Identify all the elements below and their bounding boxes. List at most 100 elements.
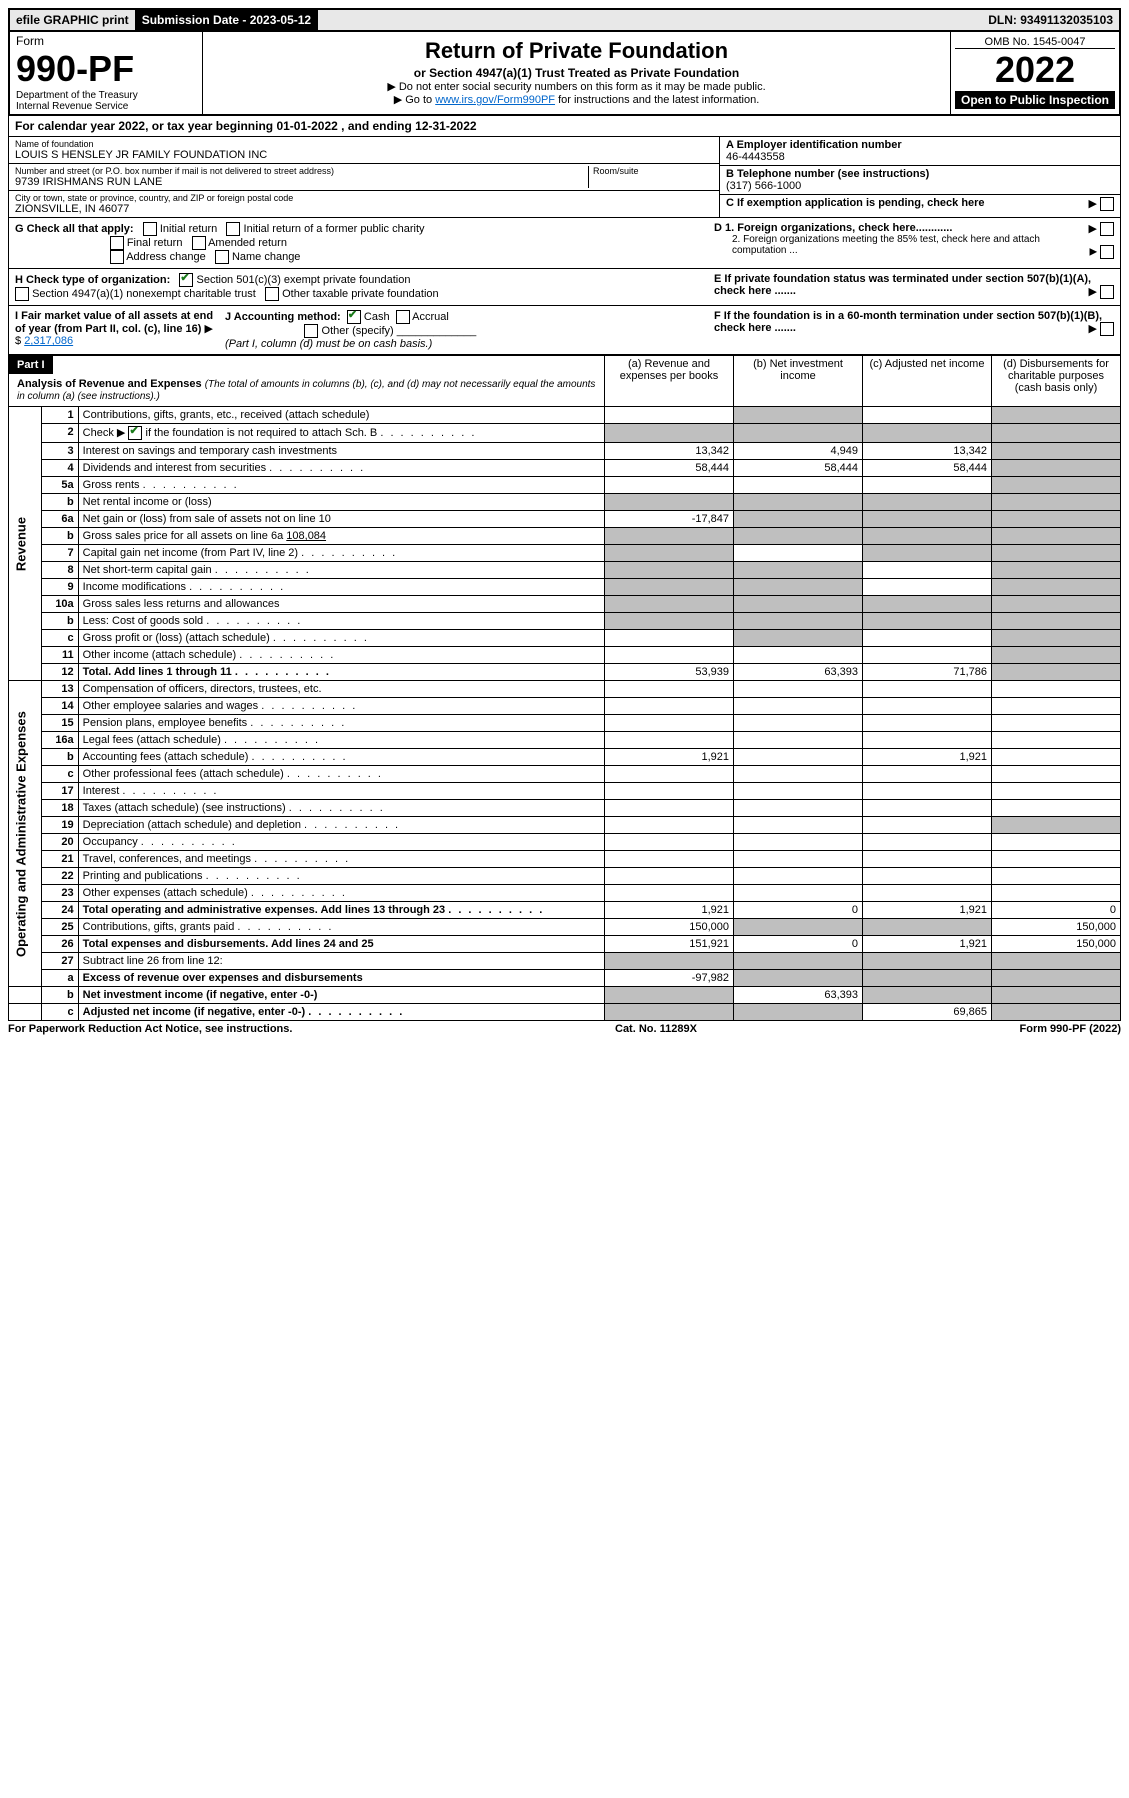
- room-label: Room/suite: [593, 166, 713, 176]
- e-label: E If private foundation status was termi…: [714, 273, 1091, 297]
- other-checkbox[interactable]: [304, 324, 318, 338]
- city-label: City or town, state or province, country…: [15, 193, 713, 203]
- line-8: Net short-term capital gain: [78, 562, 604, 579]
- cat-no: Cat. No. 11289X: [615, 1023, 697, 1035]
- addr-change-checkbox[interactable]: [110, 250, 124, 264]
- pra-notice: For Paperwork Reduction Act Notice, see …: [8, 1023, 292, 1035]
- l27c-c: 69,865: [863, 1004, 992, 1021]
- line-27c: Adjusted net income (if negative, enter …: [78, 1004, 604, 1021]
- line-2: Check ▶ if the foundation is not require…: [78, 424, 604, 443]
- l27a-a: -97,982: [605, 970, 734, 987]
- dln: DLN: 93491132035103: [982, 10, 1119, 30]
- address: 9739 IRISHMANS RUN LANE: [15, 176, 588, 188]
- j-label: J Accounting method:: [225, 311, 341, 323]
- l26-c: 1,921: [863, 936, 992, 953]
- l6a-a: -17,847: [605, 511, 734, 528]
- d1-checkbox[interactable]: [1100, 222, 1114, 236]
- c-label: C If exemption application is pending, c…: [726, 197, 985, 209]
- instr2-pre: ▶ Go to: [394, 94, 435, 106]
- city: ZIONSVILLE, IN 46077: [15, 203, 713, 215]
- irs-link[interactable]: www.irs.gov/Form990PF: [435, 94, 555, 106]
- line-21: Travel, conferences, and meetings: [78, 851, 604, 868]
- line-6b: Gross sales price for all assets on line…: [78, 528, 604, 545]
- l4-b: 58,444: [734, 460, 863, 477]
- accrual-label: Accrual: [412, 311, 449, 323]
- phone-label: B Telephone number (see instructions): [726, 168, 1114, 180]
- addr-label: Number and street (or P.O. box number if…: [15, 166, 588, 176]
- line-16a: Legal fees (attach schedule): [78, 732, 604, 749]
- final-return-checkbox[interactable]: [110, 236, 124, 250]
- form-subtitle: or Section 4947(a)(1) Trust Treated as P…: [207, 66, 946, 80]
- form-number: 990-PF: [16, 48, 196, 90]
- form-word: Form: [16, 34, 196, 48]
- col-d-header: (d) Disbursements for charitable purpose…: [992, 356, 1121, 407]
- name-label: Name of foundation: [15, 139, 713, 149]
- l16b-c: 1,921: [863, 749, 992, 766]
- l27b-b: 63,393: [734, 987, 863, 1004]
- d1-label: D 1. Foreign organizations, check here..…: [714, 222, 952, 234]
- ein-label: A Employer identification number: [726, 139, 1114, 151]
- i-value[interactable]: 2,317,086: [24, 335, 73, 347]
- line-5b: Net rental income or (loss): [78, 494, 604, 511]
- line-17: Interest: [78, 783, 604, 800]
- d2-checkbox[interactable]: [1100, 245, 1114, 259]
- l3-b: 4,949: [734, 443, 863, 460]
- instr-2: ▶ Go to www.irs.gov/Form990PF for instru…: [207, 93, 946, 106]
- line-7: Capital gain net income (from Part IV, l…: [78, 545, 604, 562]
- part1-table: Part I Analysis of Revenue and Expenses …: [8, 355, 1121, 1021]
- l26-d: 150,000: [992, 936, 1121, 953]
- dept-irs: Internal Revenue Service: [16, 101, 196, 112]
- e-checkbox[interactable]: [1100, 285, 1114, 299]
- section-h: H Check type of organization: Section 50…: [8, 269, 1121, 306]
- f-checkbox[interactable]: [1100, 322, 1114, 336]
- amended-return-checkbox[interactable]: [192, 236, 206, 250]
- revenue-section-label: Revenue: [9, 407, 42, 681]
- h2-checkbox[interactable]: [15, 287, 29, 301]
- efile-label[interactable]: efile GRAPHIC print: [10, 10, 136, 30]
- instr2-post: for instructions and the latest informat…: [555, 94, 759, 106]
- l3-a: 13,342: [605, 443, 734, 460]
- part1-header: Part I: [9, 356, 53, 374]
- final-return-label: Final return: [127, 237, 183, 249]
- line-11: Other income (attach schedule): [78, 647, 604, 664]
- l4-a: 58,444: [605, 460, 734, 477]
- h1-checkbox[interactable]: [179, 273, 193, 287]
- line-15: Pension plans, employee benefits: [78, 715, 604, 732]
- header-right: OMB No. 1545-0047 2022 Open to Public In…: [951, 32, 1119, 114]
- col-b-header: (b) Net investment income: [734, 356, 863, 407]
- col-c-header: (c) Adjusted net income: [863, 356, 992, 407]
- line-27: Subtract line 26 from line 12:: [78, 953, 604, 970]
- c-checkbox[interactable]: [1100, 197, 1114, 211]
- initial-former-checkbox[interactable]: [226, 222, 240, 236]
- l6b-val: 108,084: [286, 530, 326, 542]
- calendar-year: For calendar year 2022, or tax year begi…: [8, 116, 1121, 137]
- l12-c: 71,786: [863, 664, 992, 681]
- top-bar: efile GRAPHIC print Submission Date - 20…: [8, 8, 1121, 32]
- page-footer: For Paperwork Reduction Act Notice, see …: [8, 1021, 1121, 1035]
- header-middle: Return of Private Foundation or Section …: [203, 32, 951, 114]
- line-3: Interest on savings and temporary cash i…: [78, 443, 604, 460]
- cash-label: Cash: [364, 311, 390, 323]
- l12-a: 53,939: [605, 664, 734, 681]
- h1-label: Section 501(c)(3) exempt private foundat…: [196, 274, 410, 286]
- name-change-checkbox[interactable]: [215, 250, 229, 264]
- schb-checkbox[interactable]: [128, 426, 142, 440]
- h3-checkbox[interactable]: [265, 287, 279, 301]
- l24-d: 0: [992, 902, 1121, 919]
- line-19: Depreciation (attach schedule) and deple…: [78, 817, 604, 834]
- col-a-header: (a) Revenue and expenses per books: [605, 356, 734, 407]
- initial-return-label: Initial return: [160, 223, 217, 235]
- accrual-checkbox[interactable]: [396, 310, 410, 324]
- form-ref: Form 990-PF (2022): [1020, 1023, 1121, 1035]
- cash-checkbox[interactable]: [347, 310, 361, 324]
- j-note: (Part I, column (d) must be on cash basi…: [225, 338, 432, 350]
- g-label: G Check all that apply:: [15, 223, 134, 235]
- tax-year: 2022: [955, 49, 1115, 91]
- line-9: Income modifications: [78, 579, 604, 596]
- line-16b: Accounting fees (attach schedule): [78, 749, 604, 766]
- line-10c: Gross profit or (loss) (attach schedule): [78, 630, 604, 647]
- d2-label: 2. Foreign organizations meeting the 85%…: [732, 234, 1040, 256]
- l26-b: 0: [734, 936, 863, 953]
- initial-return-checkbox[interactable]: [143, 222, 157, 236]
- line-6a: Net gain or (loss) from sale of assets n…: [78, 511, 604, 528]
